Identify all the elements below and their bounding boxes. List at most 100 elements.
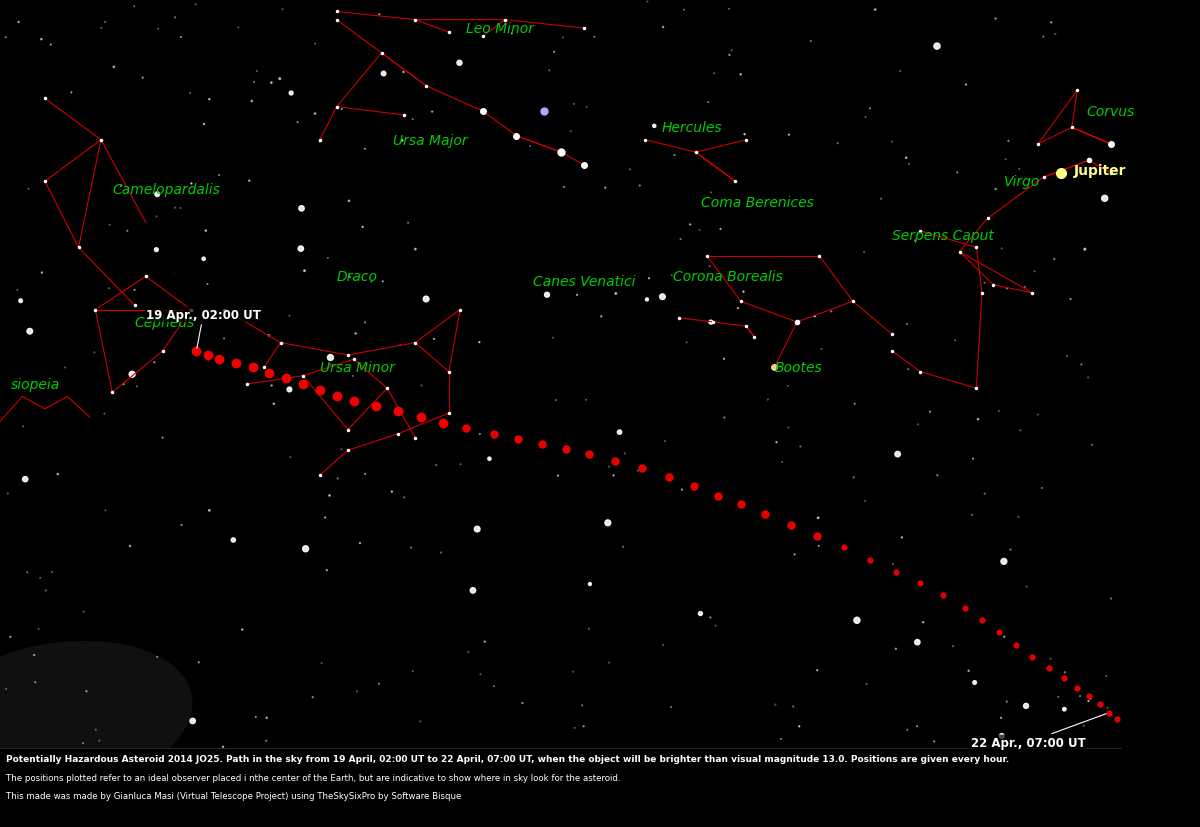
Point xyxy=(242,95,262,108)
Text: siopeia: siopeia xyxy=(11,378,60,391)
Point xyxy=(996,154,1015,167)
Point xyxy=(1009,511,1028,524)
Point xyxy=(19,183,38,196)
Point xyxy=(355,468,374,481)
Point xyxy=(856,112,875,125)
Point xyxy=(1009,163,1028,176)
Point xyxy=(766,698,785,711)
Point xyxy=(785,548,804,562)
Point xyxy=(606,288,625,301)
Text: Corona Borealis: Corona Borealis xyxy=(673,270,784,284)
Point xyxy=(295,265,314,278)
Point xyxy=(1072,358,1091,371)
Point xyxy=(16,473,35,486)
Point xyxy=(343,370,362,383)
Point xyxy=(450,57,469,70)
Point xyxy=(146,244,166,257)
Point xyxy=(25,676,44,689)
Point xyxy=(562,126,581,139)
Point xyxy=(991,711,1010,724)
Point xyxy=(1074,719,1093,733)
Point xyxy=(10,17,29,30)
Point xyxy=(223,533,242,547)
Point xyxy=(822,305,841,318)
Point xyxy=(572,743,592,757)
Point xyxy=(20,325,40,338)
Point xyxy=(928,41,947,54)
Point xyxy=(469,336,488,349)
Point xyxy=(986,183,1006,196)
Point xyxy=(1015,281,1034,294)
Point xyxy=(281,451,300,464)
Point xyxy=(41,39,60,52)
Point xyxy=(665,149,684,162)
Point xyxy=(779,422,798,435)
Point xyxy=(312,657,331,670)
Point xyxy=(887,643,906,656)
Point xyxy=(654,638,673,652)
Point xyxy=(545,46,564,60)
Point xyxy=(857,677,876,691)
Point xyxy=(995,555,1014,568)
Point xyxy=(604,469,623,482)
Point xyxy=(398,217,418,230)
Point xyxy=(1040,653,1060,666)
Point xyxy=(1082,438,1102,452)
Text: Potentially Hazardous Asteroid 2014 JO25. Path in the sky from 19 April, 02:00 U: Potentially Hazardous Asteroid 2014 JO25… xyxy=(6,754,1009,763)
Point xyxy=(654,22,673,35)
Point xyxy=(96,17,115,30)
Point xyxy=(521,141,540,154)
Point xyxy=(714,353,733,366)
Point xyxy=(470,668,490,681)
Point xyxy=(451,458,470,471)
Point xyxy=(772,733,791,746)
Text: Cepheus: Cepheus xyxy=(134,316,194,329)
Point xyxy=(264,398,283,411)
Point xyxy=(701,611,720,624)
Point xyxy=(720,50,739,63)
Point xyxy=(584,31,604,45)
Point xyxy=(125,284,144,297)
Point xyxy=(554,181,574,194)
Point xyxy=(0,487,18,500)
Point xyxy=(540,65,559,78)
Point xyxy=(292,203,311,216)
Point xyxy=(280,384,299,397)
Point xyxy=(463,584,482,597)
Point xyxy=(13,420,32,433)
Point xyxy=(458,645,478,658)
Point xyxy=(1045,253,1064,266)
Point xyxy=(544,332,563,345)
Point xyxy=(599,517,618,530)
Point xyxy=(899,363,918,376)
Point xyxy=(257,711,276,724)
Point xyxy=(965,676,984,689)
Point xyxy=(959,664,978,677)
Point xyxy=(620,164,640,177)
Point xyxy=(95,408,114,421)
Text: Virgo: Virgo xyxy=(1004,175,1040,189)
Point xyxy=(77,685,96,698)
Point xyxy=(992,729,1012,743)
Point xyxy=(383,485,402,499)
Point xyxy=(913,616,932,629)
Point xyxy=(907,719,926,733)
Point xyxy=(653,291,672,304)
Point xyxy=(370,677,389,691)
Point xyxy=(198,278,217,291)
Point xyxy=(503,28,522,41)
Text: This made was made by Gianluca Masi (Virtual Telescope Project) using TheSkySixP: This made was made by Gianluca Masi (Vir… xyxy=(6,791,461,800)
Point xyxy=(229,22,248,35)
Point xyxy=(791,440,810,453)
Point xyxy=(577,101,596,114)
Point xyxy=(91,22,110,36)
Point xyxy=(199,504,218,518)
Point xyxy=(720,3,739,17)
Point xyxy=(638,0,658,9)
Point xyxy=(416,293,436,306)
Point xyxy=(61,87,80,100)
Point xyxy=(1079,371,1098,385)
Point xyxy=(32,266,52,280)
Point xyxy=(1079,695,1098,708)
Point xyxy=(906,235,925,248)
